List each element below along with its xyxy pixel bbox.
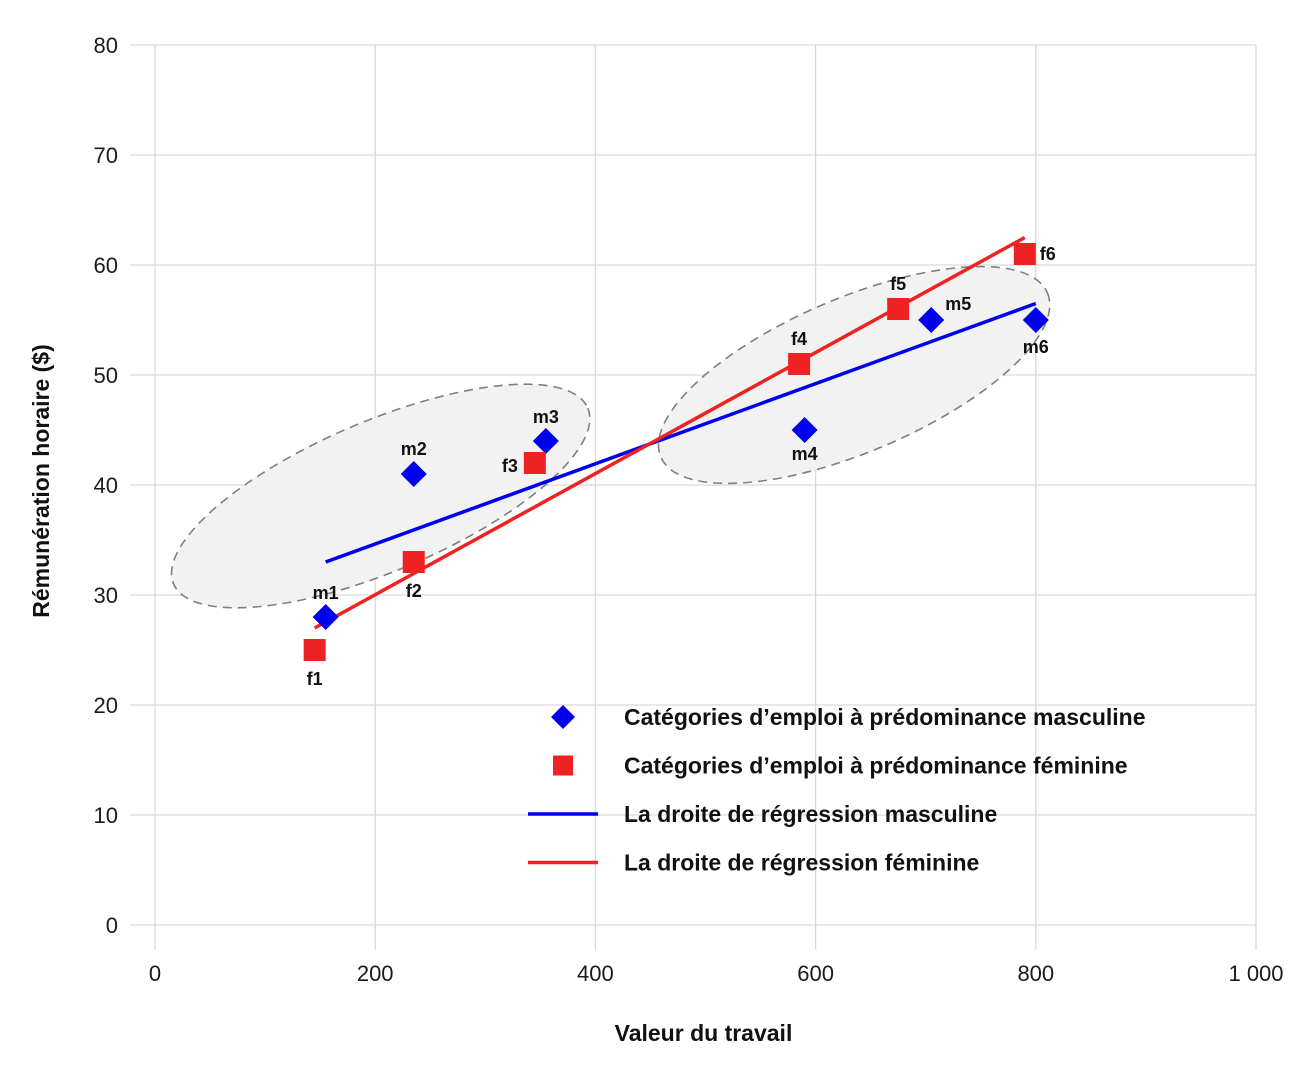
y-axis-title: Rémunération horaire ($) <box>28 344 54 618</box>
y-tick-label: 20 <box>94 693 118 718</box>
y-tick-label: 40 <box>94 473 118 498</box>
y-tick-label: 30 <box>94 583 118 608</box>
x-tick-label: 400 <box>577 961 614 986</box>
regression-line <box>325 301 1037 564</box>
legend-label: La droite de régression masculine <box>624 801 997 827</box>
point-label: f1 <box>307 669 323 689</box>
point-label: m5 <box>945 294 971 314</box>
square-marker <box>1013 243 1036 265</box>
diamond-marker <box>1022 307 1049 333</box>
point-label: m4 <box>792 444 818 464</box>
square-marker <box>303 639 326 661</box>
legend-square-marker <box>553 755 573 776</box>
square-marker <box>788 353 811 375</box>
y-tick-label: 80 <box>94 33 118 58</box>
cluster-ellipse <box>657 265 1051 485</box>
point-label: f4 <box>791 329 807 349</box>
cluster-ellipse <box>170 383 591 609</box>
cluster-ellipses <box>170 265 1051 609</box>
y-tick-label: 10 <box>94 803 118 828</box>
x-tick-label: 200 <box>357 961 394 986</box>
legend-diamond-marker <box>551 705 575 729</box>
diamond-marker <box>312 604 339 630</box>
y-tick-label: 60 <box>94 253 118 278</box>
y-tick-label: 70 <box>94 143 118 168</box>
diamond-marker <box>532 428 559 454</box>
x-tick-label: 1 000 <box>1228 961 1283 986</box>
grid <box>130 44 1257 950</box>
point-labels: m1 m2 m3 m4 m5 m6 f1 f2 f3 f4 f5 f6 <box>307 244 1056 689</box>
diamond-marker <box>918 307 945 333</box>
point-label: m3 <box>533 407 559 427</box>
legend: Catégories d’emploi à prédominance mascu… <box>528 704 1146 876</box>
data-points <box>303 243 1049 661</box>
x-tick-label: 0 <box>149 961 161 986</box>
square-marker <box>523 452 546 474</box>
square-marker <box>887 298 910 320</box>
legend-label: Catégories d’emploi à prédominance mascu… <box>624 704 1146 730</box>
x-tick-label: 600 <box>797 961 834 986</box>
x-tick-label: 800 <box>1017 961 1054 986</box>
point-label: f3 <box>502 456 518 476</box>
point-label: f5 <box>890 274 906 294</box>
diamond-marker <box>400 461 427 487</box>
legend-label: La droite de régression féminine <box>624 850 979 876</box>
point-label: m2 <box>401 439 427 459</box>
x-axis-title: Valeur du travail <box>615 1020 793 1046</box>
diamond-marker <box>791 417 818 443</box>
point-label: f6 <box>1040 244 1056 264</box>
point-label: f2 <box>406 581 422 601</box>
square-marker <box>402 551 425 573</box>
legend-label: Catégories d’emploi à prédominance fémin… <box>624 753 1128 779</box>
y-tick-label: 50 <box>94 363 118 388</box>
point-label: m1 <box>313 583 339 603</box>
point-label: m6 <box>1023 337 1049 357</box>
y-tick-label: 0 <box>106 913 118 938</box>
